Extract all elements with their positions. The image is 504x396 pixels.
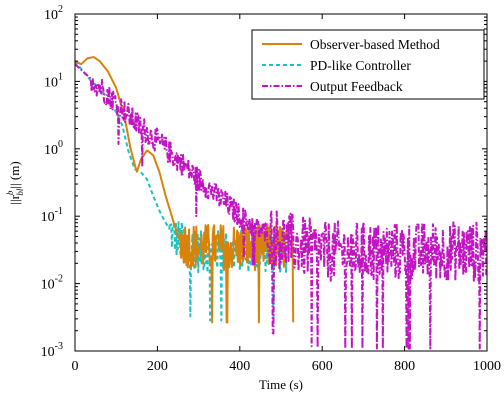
x-tick-label: 200 [147, 359, 168, 374]
series-line-observer-based-method [74, 56, 295, 324]
y-tick-label: 100 [44, 139, 63, 158]
legend-label: Observer-based Method [310, 37, 440, 52]
y-axis-label-sub: bl [15, 188, 25, 196]
x-axis-label: Time (s) [259, 377, 303, 392]
y-tick-label: 10-2 [41, 274, 63, 293]
axes-frame [74, 13, 488, 352]
y-axis-label-tail: || (m) [7, 161, 22, 188]
series-line-output-feedback [74, 63, 488, 350]
y-axis-label: ||rbbl|| (m) [5, 161, 25, 204]
y-axis-label-main: ||r [7, 194, 22, 204]
x-tick-label: 1000 [473, 359, 501, 374]
y-tick-label: 10-3 [41, 341, 63, 360]
legend-label: PD-like Controller [310, 58, 411, 73]
x-tick-label: 0 [72, 359, 79, 374]
x-tick-label: 600 [312, 359, 333, 374]
y-axis-label-super: b [5, 190, 15, 195]
y-tick-label: 10-1 [41, 206, 63, 225]
legend: Observer-based Method PD-like Controller O… [251, 29, 485, 100]
x-tick-label: 800 [394, 359, 415, 374]
y-tick-label: 101 [44, 71, 63, 90]
legend-label: Output Feedback [310, 79, 403, 94]
y-tick-label: 102 [44, 4, 63, 23]
series-layer [74, 56, 488, 350]
axes-layer: 0 200 400 600 800 1000 10-3 10-2 10-1 100 101 102 [41, 4, 501, 374]
x-tick-label: 400 [229, 359, 250, 374]
